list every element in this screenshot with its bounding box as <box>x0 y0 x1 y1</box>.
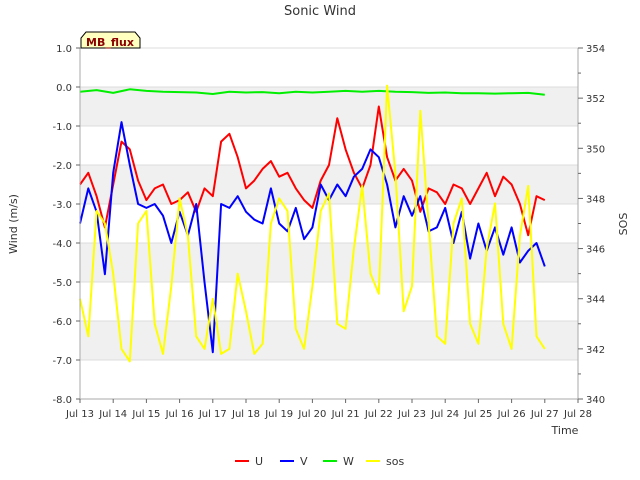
series-line-w <box>79 88 545 96</box>
x-tick-label: Jul 26 <box>497 409 526 420</box>
x-tick-label: Jul 17 <box>198 409 227 420</box>
legend-label-u: U <box>255 455 263 468</box>
y-tick-label: -7.0 <box>52 356 72 367</box>
x-tick-label: Jul 19 <box>264 409 293 420</box>
series-line-v <box>79 121 546 354</box>
y-tick-label: -5.0 <box>52 278 72 289</box>
series-line-sos <box>79 84 546 363</box>
y2-tick-label: 346 <box>586 245 605 256</box>
x-tick-label: Jul 14 <box>98 409 127 420</box>
y-tick-label: -8.0 <box>52 395 72 406</box>
y2-tick-label: 350 <box>586 144 605 155</box>
legend-label-v: V <box>300 455 308 468</box>
series-line-u <box>79 105 546 237</box>
y2-tick-label: 354 <box>586 44 605 55</box>
x-tick-label: Jul 24 <box>430 409 459 420</box>
axes: 1.0 0.0 -1.0 -2.0 -3.0 -4.0 -5.0 -6.0 -7.0 -8.0 34… <box>52 44 605 420</box>
x-tick-label: Jul 20 <box>297 409 326 420</box>
plot-background-bands <box>80 48 578 399</box>
x-axis-label: Time <box>551 424 579 437</box>
y-tick-label: -2.0 <box>52 161 72 172</box>
y-tick-label: -3.0 <box>52 200 72 211</box>
y-tick-label: -6.0 <box>52 317 72 328</box>
x-tick-label: Jul 18 <box>231 409 260 420</box>
x-tick-label: Jul 27 <box>530 409 559 420</box>
series-lines <box>79 84 546 363</box>
y2-tick-label: 352 <box>586 94 605 105</box>
badge: MB_flux <box>80 31 141 49</box>
chart-title: Sonic Wind <box>284 4 356 19</box>
y2-axis-label: SOS <box>617 213 630 236</box>
y-axis-label: Wind (m/s) <box>7 194 20 254</box>
y-tick-label: 0.0 <box>56 83 72 94</box>
badge-label: MB_flux <box>86 36 134 49</box>
y2-tick-label: 348 <box>586 194 605 205</box>
y2-tick-label: 344 <box>586 295 605 306</box>
y2-tick-label: 340 <box>586 395 605 406</box>
x-tick-label: Jul 16 <box>165 409 194 420</box>
x-tick-label: Jul 13 <box>65 409 94 420</box>
legend-label-w: W <box>343 455 354 468</box>
plot-band <box>80 243 578 282</box>
x-tick-label: Jul 28 <box>563 409 592 420</box>
y-tick-label: 1.0 <box>56 44 72 55</box>
legend-label-sos: sos <box>386 455 404 468</box>
x-tick-label: Jul 15 <box>131 409 160 420</box>
y-tick-label: -4.0 <box>52 239 72 250</box>
y-tick-label: -1.0 <box>52 122 72 133</box>
x-tick-label: Jul 25 <box>463 409 492 420</box>
y2-tick-label: 342 <box>586 345 605 356</box>
x-tick-label: Jul 23 <box>397 409 426 420</box>
x-tick-label: Jul 22 <box>364 409 393 420</box>
x-tick-label: Jul 21 <box>331 409 360 420</box>
